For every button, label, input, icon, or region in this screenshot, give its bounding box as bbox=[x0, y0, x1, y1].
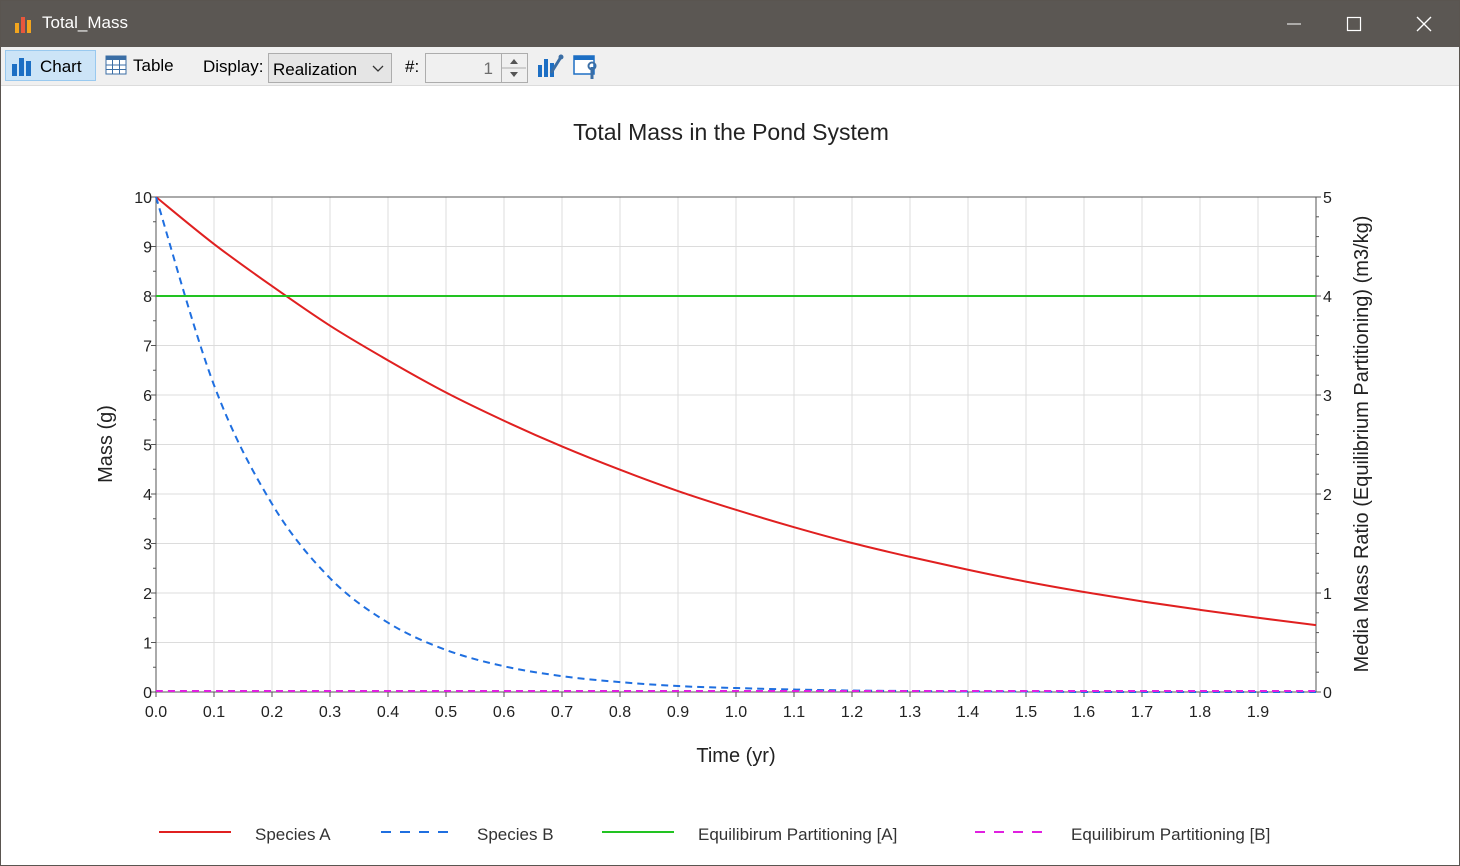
x-tick-label: 0.2 bbox=[261, 704, 283, 721]
display-select-value: Realization bbox=[273, 60, 358, 79]
x-tick-label: 1.3 bbox=[899, 704, 921, 721]
legend: Species A Species B Equilibirum Partitioni… bbox=[159, 825, 1270, 844]
legend-label: Species B bbox=[477, 825, 554, 844]
maximize-icon bbox=[1346, 16, 1362, 32]
y-tick-label: 8 bbox=[143, 289, 152, 306]
grid bbox=[156, 196, 1316, 693]
realization-number-stepper[interactable]: 1 bbox=[425, 53, 528, 83]
window-properties-button[interactable] bbox=[572, 53, 600, 81]
y-tick-label: 5 bbox=[143, 438, 152, 455]
display-select[interactable]: Realization bbox=[268, 53, 392, 83]
x-tick-label: 1.5 bbox=[1015, 704, 1037, 721]
y-tick-label: 7 bbox=[143, 339, 152, 356]
chart-app-icon bbox=[15, 17, 31, 33]
x-tick-label: 1.9 bbox=[1247, 704, 1269, 721]
x-tick-label: 1.6 bbox=[1073, 704, 1095, 721]
x-tick-label: 1.8 bbox=[1189, 704, 1211, 721]
chart-title: Total Mass in the Pond System bbox=[573, 119, 889, 145]
y2-axis-label: Media Mass Ratio (Equilibrium Partitioni… bbox=[1351, 216, 1373, 673]
stepper-up-down-icon bbox=[502, 59, 526, 77]
table-view-button[interactable]: Table bbox=[101, 50, 183, 81]
y2-tick-label: 2 bbox=[1323, 487, 1332, 504]
stepper-arrows[interactable] bbox=[501, 54, 527, 82]
x-tick-label: 1.4 bbox=[957, 704, 979, 721]
close-icon bbox=[1416, 16, 1432, 32]
y-tick-label: 10 bbox=[134, 190, 152, 207]
x-tick-label: 0.9 bbox=[667, 704, 689, 721]
bar-chart-icon bbox=[12, 58, 31, 76]
y-tick-label: 3 bbox=[143, 537, 152, 554]
toolbar: Chart Table Display: Realization #: 1 bbox=[1, 47, 1459, 86]
x-tick-label: 0.8 bbox=[609, 704, 631, 721]
y2-tick-label: 0 bbox=[1323, 685, 1332, 702]
x-tick-label: 1.2 bbox=[841, 704, 863, 721]
title-bar: Total_Mass bbox=[1, 1, 1459, 47]
y2-tick-label: 3 bbox=[1323, 388, 1332, 405]
y-tick-label: 6 bbox=[143, 388, 152, 405]
x-tick-label: 0.5 bbox=[435, 704, 457, 721]
realization-number-value: 1 bbox=[483, 59, 493, 78]
y2-tick-label: 5 bbox=[1323, 190, 1332, 207]
table-view-label: Table bbox=[133, 56, 174, 75]
x-tick-label: 0.3 bbox=[319, 704, 341, 721]
maximize-button[interactable] bbox=[1319, 1, 1389, 47]
chart-area: Total Mass in the Pond System 0.0 0.1 0.2 0… bbox=[95, 119, 1373, 844]
y-tick-label: 9 bbox=[143, 240, 152, 257]
table-icon bbox=[105, 55, 127, 75]
legend-label: Equilibirum Partitioning [B] bbox=[1071, 825, 1270, 844]
series-line-2 bbox=[155, 196, 1316, 694]
x-tick-label: 1.0 bbox=[725, 704, 747, 721]
x-tick-label: 0.6 bbox=[493, 704, 515, 721]
chevron-down-icon bbox=[372, 65, 384, 72]
legend-label: Species A bbox=[255, 825, 331, 844]
window-settings-icon bbox=[573, 55, 597, 79]
y-tick-label: 1 bbox=[143, 636, 152, 653]
chart-properties-button[interactable] bbox=[536, 53, 564, 81]
y-tick-label: 0 bbox=[143, 685, 152, 702]
y-tick-label: 4 bbox=[143, 487, 152, 504]
y2-tick-label: 4 bbox=[1323, 289, 1332, 306]
series-line-1 bbox=[155, 196, 1317, 627]
window-title: Total_Mass bbox=[42, 13, 128, 32]
chart-settings-icon bbox=[538, 54, 564, 77]
display-label: Display: bbox=[203, 57, 264, 76]
legend-label: Equilibirum Partitioning [A] bbox=[698, 825, 897, 844]
x-axis-label: Time (yr) bbox=[696, 745, 775, 767]
close-button[interactable] bbox=[1389, 1, 1459, 47]
y2-tick-label: 1 bbox=[1323, 586, 1332, 603]
chart-view-label: Chart bbox=[40, 57, 82, 76]
x-tick-label: 0.1 bbox=[203, 704, 225, 721]
chart-view-button[interactable]: Chart bbox=[5, 50, 96, 81]
y-axis-label: Mass (g) bbox=[95, 405, 117, 483]
x-tick-label: 1.1 bbox=[783, 704, 805, 721]
x-tick-label: 0.0 bbox=[145, 704, 167, 721]
axis-ticks: 0.0 0.1 0.2 0.3 0.4 0.5 0.6 0.7 0.8 0.9 1.0 1.1 1.2 1… bbox=[134, 190, 1332, 721]
y-tick-label: 2 bbox=[143, 586, 152, 603]
minimize-button[interactable] bbox=[1259, 1, 1329, 47]
x-tick-label: 0.7 bbox=[551, 704, 573, 721]
series-lines bbox=[155, 196, 1317, 694]
x-tick-label: 0.4 bbox=[377, 704, 399, 721]
minimize-icon bbox=[1287, 23, 1301, 25]
realization-number-label: #: bbox=[405, 57, 420, 76]
x-tick-label: 1.7 bbox=[1131, 704, 1153, 721]
